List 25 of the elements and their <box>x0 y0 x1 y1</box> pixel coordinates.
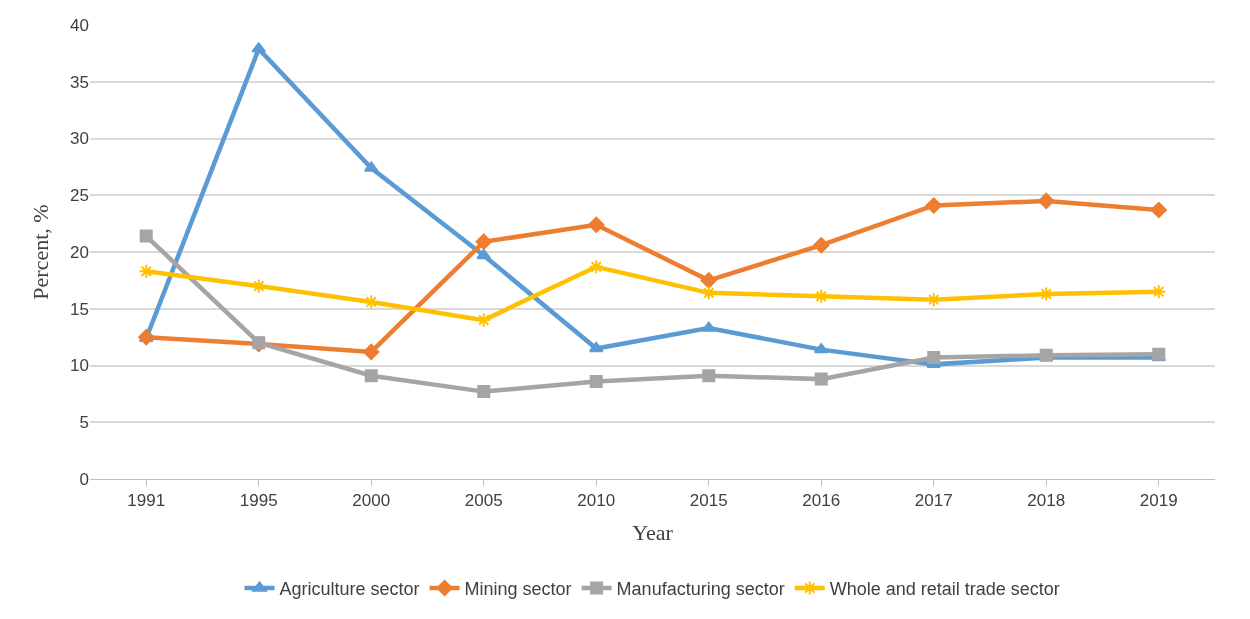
y-tick-label: 40 <box>70 15 89 35</box>
y-tick-label: 20 <box>70 242 89 262</box>
x-tick-label: 2016 <box>802 491 841 511</box>
y-tick-label: 5 <box>79 413 89 433</box>
x-tick-label: 2019 <box>1139 491 1178 511</box>
y-tick-label: 0 <box>79 469 89 489</box>
x-tick-label: 1991 <box>127 491 166 511</box>
y-axis-title: Percent, % <box>27 204 53 300</box>
y-tick-label: 15 <box>70 299 89 319</box>
x-tick-label: 2015 <box>689 491 728 511</box>
x-tick-label: 2017 <box>914 491 953 511</box>
y-tick-label: 30 <box>70 129 89 149</box>
legend-label: Manufacturing sector <box>616 579 785 600</box>
legend-label: Whole and retail trade sector <box>829 579 1060 600</box>
x-tick-label: 2018 <box>1027 491 1066 511</box>
y-tick-label: 25 <box>70 186 89 206</box>
y-tick-label: 35 <box>70 72 89 92</box>
x-tick-label: 2000 <box>352 491 391 511</box>
x-tick-label: 1995 <box>239 491 278 511</box>
x-axis-title: Year <box>632 520 674 546</box>
legend-label: Mining sector <box>464 579 572 600</box>
x-tick-label: 2010 <box>577 491 616 511</box>
x-tick-label: 2005 <box>464 491 503 511</box>
y-tick-label: 10 <box>70 356 89 376</box>
legend-label: Agriculture sector <box>279 579 420 600</box>
